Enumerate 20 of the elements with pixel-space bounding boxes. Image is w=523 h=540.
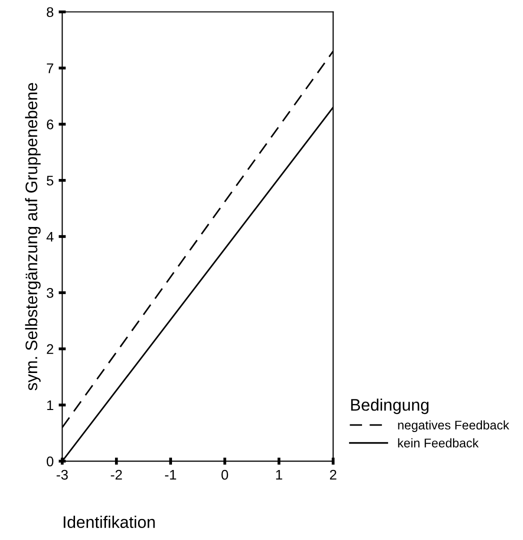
x-tick-label: -1 bbox=[165, 470, 176, 480]
x-tick-label: -3 bbox=[56, 470, 68, 480]
y-tick-label: 3 bbox=[46, 288, 54, 298]
y-tick-label: 0 bbox=[46, 456, 54, 466]
y-tick-label: 1 bbox=[47, 400, 54, 410]
x-tick-label: 1 bbox=[276, 470, 282, 480]
y-tick-label: 4 bbox=[46, 232, 54, 242]
y-tick-label: 2 bbox=[46, 344, 54, 354]
y-tick-label: 7 bbox=[46, 64, 54, 74]
y-tick-label: 8 bbox=[46, 7, 54, 18]
legend-title: Bedingung bbox=[351, 398, 428, 414]
x-tick-label: 0 bbox=[221, 470, 228, 480]
y-axis-title: sym. Selbstergänzung auf Gruppenebene bbox=[25, 82, 41, 390]
y-tick-label: 5 bbox=[46, 176, 54, 186]
x-tick-label: -2 bbox=[110, 470, 122, 480]
y-tick-label: 6 bbox=[46, 120, 54, 130]
x-tick-label: 2 bbox=[330, 470, 336, 480]
x-axis-title: Identifikation bbox=[64, 516, 155, 528]
legend-label: kein Feedback bbox=[398, 438, 479, 448]
legend-label: negatives Feedback bbox=[398, 420, 510, 432]
